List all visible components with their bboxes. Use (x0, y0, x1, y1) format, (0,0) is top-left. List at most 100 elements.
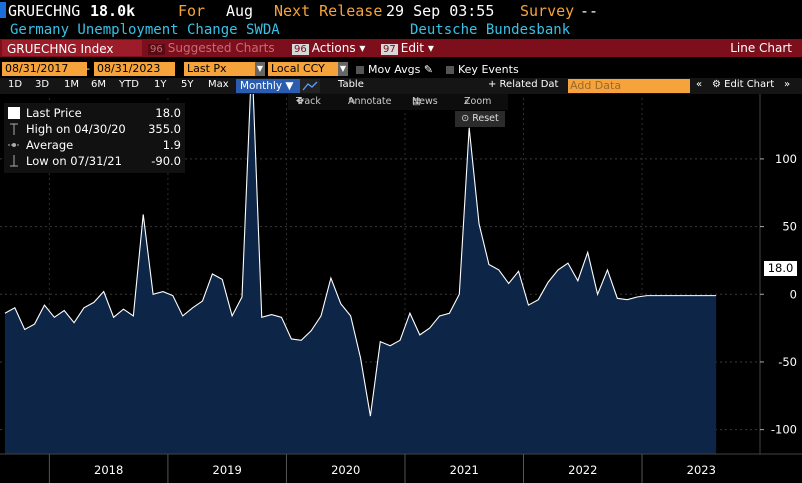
news-label: News (412, 96, 438, 107)
y-tick-label: 50 (782, 220, 797, 234)
x-tick-label: 2021 (450, 463, 479, 477)
legend-average-label: Average (26, 138, 74, 152)
period-5y[interactable]: 5Y (181, 79, 194, 90)
data-source: Deutsche Bundesbank (410, 22, 571, 38)
legend-high-value: 355.0 (148, 122, 181, 136)
period-ytd[interactable]: YTD (119, 79, 139, 90)
period-6m[interactable]: 6M (91, 79, 106, 90)
gear-icon: ⚙ (712, 79, 721, 90)
series-area (4, 94, 717, 454)
x-tick-label: 2019 (213, 463, 242, 477)
edit-number: 97 (381, 44, 398, 55)
legend-last-label: Last Price (26, 106, 82, 120)
date-separator: - (86, 62, 90, 75)
period-3d[interactable]: 3D (35, 79, 50, 90)
next-release-label: Next Release (274, 2, 383, 20)
reset-icon: ⊙ (461, 113, 470, 124)
chevron-down-icon: ▾ (359, 41, 366, 55)
crosshair-icon: ✥ (296, 96, 304, 107)
line-chart[interactable]: 100 50 0 -50 -100 2018 2019 2020 2021 2022 2023 (0, 94, 802, 483)
currency-select[interactable]: Local CCY (268, 62, 339, 76)
period-max[interactable]: Max (208, 79, 229, 90)
ticker-symbol[interactable]: GRUECHNG (8, 2, 81, 20)
reset-button[interactable]: ⊙ Reset (455, 111, 505, 127)
period-1y[interactable]: 1Y (154, 79, 167, 90)
pencil-icon: ✎ (423, 63, 434, 76)
x-tick-label: 2020 (331, 463, 360, 477)
chevron-down-icon[interactable]: ▼ (255, 62, 265, 76)
actions-number: 96 (292, 44, 309, 55)
magnifier-icon: ⌕ (464, 96, 470, 107)
start-date-field[interactable]: 08/31/2017 (2, 62, 87, 76)
line-chart-icon[interactable] (300, 79, 320, 93)
chart-toolbar: GRUECHNG Index 96 Suggested Charts 96 Acti… (0, 39, 802, 57)
average-marker-icon (8, 143, 20, 147)
legend-low-value: -90.0 (151, 154, 181, 168)
x-tick-label: 2018 (94, 463, 123, 477)
edit-chart-button[interactable]: ⚙ Edit Chart (712, 79, 774, 90)
high-marker-icon (10, 123, 18, 135)
low-marker-icon (10, 155, 18, 167)
legend-last-value: 18.0 (155, 106, 181, 120)
line-chart-icon-svg (302, 81, 318, 91)
y-tick-label: 100 (775, 152, 797, 166)
series-line (4, 94, 717, 417)
chevron-down-icon: ▾ (427, 41, 434, 55)
checkbox-icon (356, 66, 364, 74)
price-field-select[interactable]: Last Px (184, 62, 265, 76)
chart-legend: Last Price 18.0 High on 04/30/20 355.0 A… (4, 103, 185, 173)
legend-average-value: 1.9 (162, 138, 181, 152)
white-square-icon (8, 107, 20, 119)
reset-label: Reset (472, 113, 499, 124)
checkbox-icon (446, 66, 454, 74)
legend-high-label: High on 04/30/20 (26, 122, 126, 136)
suggested-charts-button[interactable]: 96 Suggested Charts (148, 41, 275, 55)
series-title: Germany Unemployment Change SWDA (10, 22, 280, 38)
period-1d[interactable]: 1D (8, 79, 23, 90)
expand-right-icon[interactable]: » (784, 79, 791, 90)
series-title-row: Germany Unemployment Change SWDA Deutsch… (0, 21, 802, 39)
y-tick-label: 0 (790, 287, 797, 301)
y-axis-strip (760, 94, 802, 483)
y-tick-label: -100 (771, 423, 797, 437)
chevron-down-icon: ▼ (285, 80, 294, 92)
edit-label: Edit (400, 41, 424, 55)
chart-tools: ✥ Track ✎ Annotate ▤ News ⌕ Zoom (288, 94, 508, 110)
add-data-input[interactable]: Add Data (568, 79, 690, 93)
x-tick-label: 2022 (568, 463, 597, 477)
mov-avgs-toggle[interactable]: Mov Avgs ✎ (356, 63, 433, 76)
annotate-label: Annotate (348, 96, 392, 107)
parameter-bar: 08/31/2017 - 08/31/2023 Last Px ▼ Local … (0, 61, 802, 78)
chevron-down-icon[interactable]: ▼ (338, 62, 348, 76)
ticker-value: 18.0k (90, 2, 136, 20)
frequency-select[interactable]: Monthly ▼ (236, 79, 300, 93)
table-button[interactable]: Table (338, 79, 364, 90)
x-tick-label: 2023 (687, 463, 716, 477)
ticker-bar: GRUECHNG 18.0k For Aug Next Release 29 S… (0, 0, 802, 22)
edit-menu[interactable]: 97 Edit ▾ (381, 41, 434, 55)
period-bar: 1D 3D 1M 6M YTD 1Y 5Y Max Monthly ▼ Tabl… (0, 78, 802, 94)
actions-label: Actions (311, 41, 356, 55)
key-events-toggle[interactable]: Key Events (446, 63, 519, 76)
security-field[interactable]: GRUECHNG Index (2, 40, 142, 56)
for-label: For (178, 2, 206, 20)
security-input[interactable]: GRUECHNG Index (7, 42, 114, 56)
legend-average[interactable]: Average 1.9 (4, 137, 185, 153)
end-date-field[interactable]: 08/31/2023 (94, 62, 175, 76)
ticker-marker (0, 2, 6, 18)
actions-menu[interactable]: 96 Actions ▾ (292, 41, 365, 55)
legend-last-price[interactable]: Last Price 18.0 (4, 105, 185, 121)
y-tick-label: -50 (778, 355, 797, 369)
legend-high[interactable]: High on 04/30/20 355.0 (4, 121, 185, 137)
related-data-button[interactable]: + Related Dat (488, 79, 559, 90)
collapse-left-icon[interactable]: « (696, 79, 703, 90)
period-1m[interactable]: 1M (64, 79, 79, 90)
next-release-value: 29 Sep 03:55 (386, 2, 495, 20)
survey-value: -- (580, 2, 599, 20)
news-icon: ▤ (412, 96, 421, 107)
mov-avgs-label: Mov Avgs (368, 63, 421, 76)
pencil-icon: ✎ (348, 96, 356, 107)
legend-low[interactable]: Low on 07/31/21 -90.0 (4, 153, 185, 169)
frequency-label: Monthly (240, 80, 283, 92)
suggested-charts-number: 96 (148, 44, 165, 55)
